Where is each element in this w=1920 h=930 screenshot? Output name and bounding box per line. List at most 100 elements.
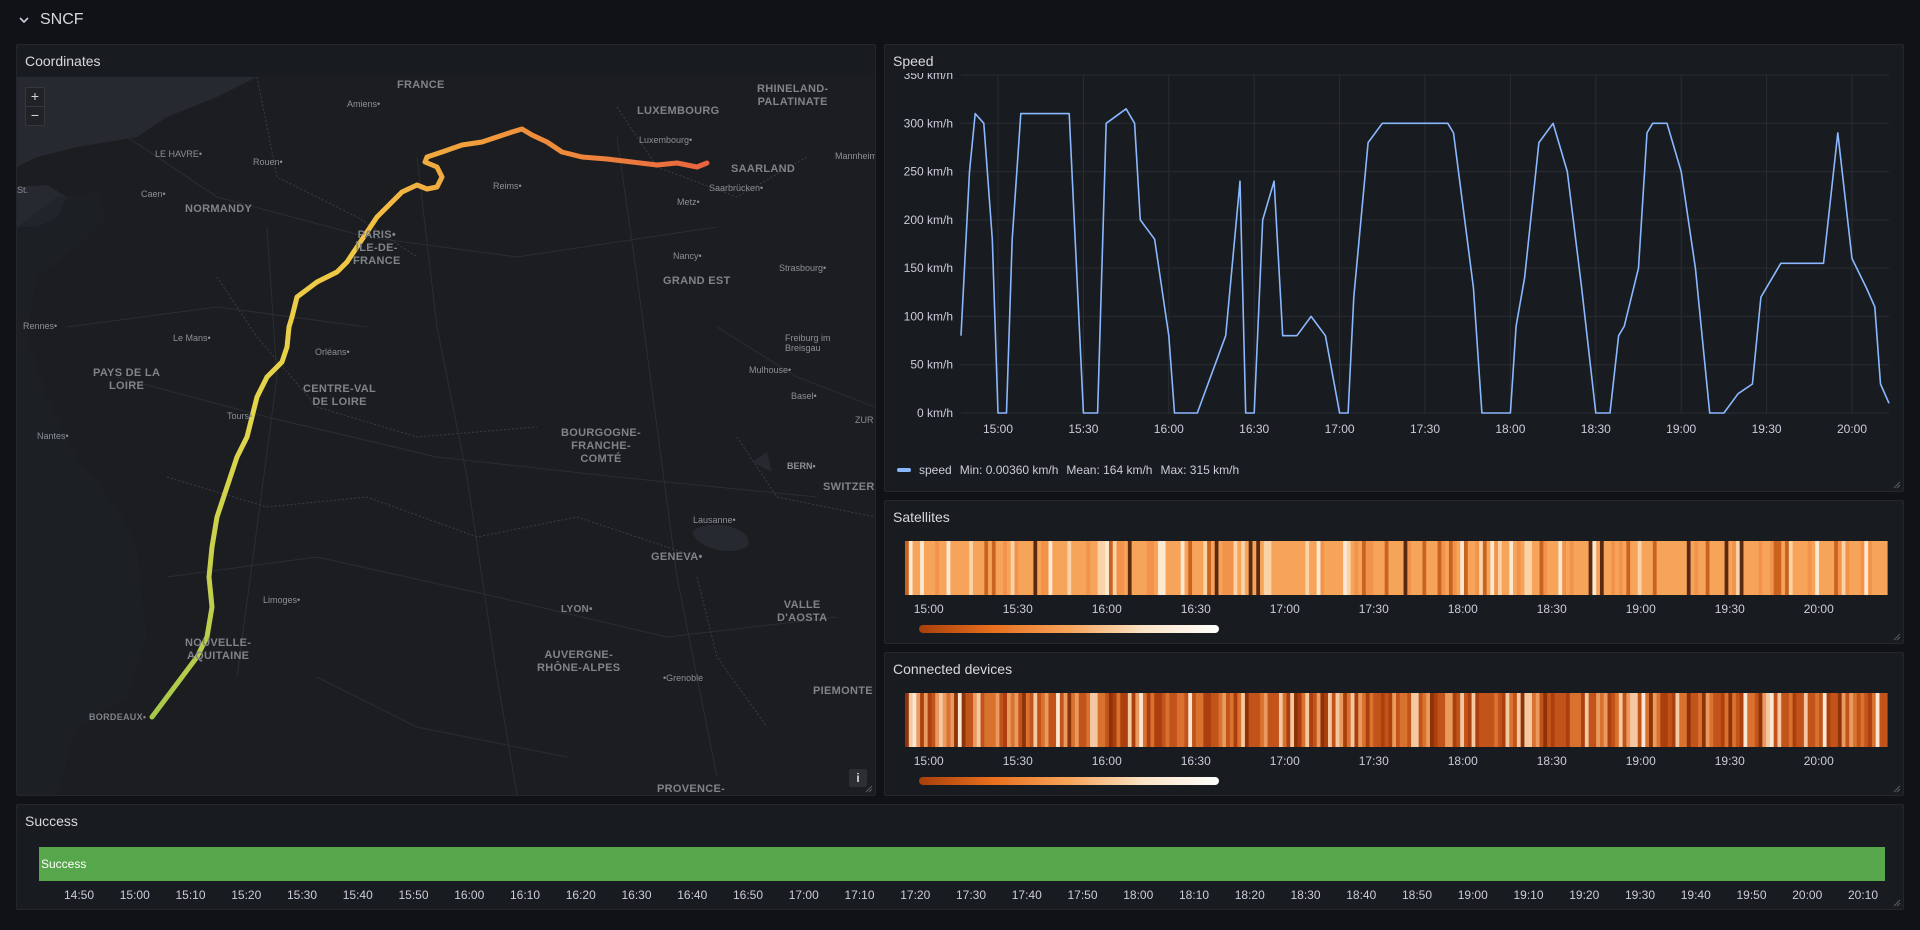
heatmap-cell — [1618, 693, 1624, 747]
zoom-out-button[interactable]: − — [26, 106, 44, 125]
heatmap-cell — [1188, 541, 1193, 595]
heatmap-cell — [1445, 693, 1450, 747]
resize-handle-icon[interactable] — [1891, 631, 1901, 641]
map-city-rennes: Rennes• — [23, 321, 58, 331]
heatmap-cell — [988, 693, 993, 747]
heatmap-cell — [1184, 693, 1189, 747]
resize-handle-icon[interactable] — [863, 783, 873, 793]
heatmap-cell — [1792, 693, 1797, 747]
heatmap-cell — [1841, 693, 1847, 747]
heatmap-x-tick: 15:30 — [1003, 754, 1033, 768]
heatmap-cell — [1751, 693, 1756, 747]
heatmap-cell — [946, 693, 951, 747]
map-region-bfc: BOURGOGNE- FRANCHE- COMTÉ — [561, 427, 641, 465]
map-info-button[interactable]: i — [849, 769, 867, 787]
satellites-heatmap[interactable]: 15:00 15:30 16:00 16:30 17:00 17:30 18:00 18:30… — [885, 541, 1903, 631]
heatmap-cell — [1720, 541, 1726, 595]
heatmap-cell — [1445, 541, 1450, 595]
heatmap-cell — [1022, 693, 1027, 747]
speed-legend[interactable]: speed Min: 0.00360 km/h Mean: 164 km/h M… — [897, 463, 1239, 477]
map[interactable]: FRANCE RHINELAND- PALATINATE LUXEMBOURG … — [17, 77, 875, 795]
heatmap-x-tick: 16:00 — [1092, 754, 1122, 768]
heatmap-cell — [1698, 693, 1703, 747]
heatmap-cell — [1067, 693, 1072, 747]
heatmap-cell — [1108, 541, 1114, 595]
heatmap-cell — [1377, 541, 1382, 595]
heatmap-cell — [1384, 541, 1390, 595]
heatmap-cell — [1267, 541, 1272, 595]
heatmap-cell — [1418, 541, 1424, 595]
heatmap-cell — [1396, 693, 1401, 747]
heatmap-cell — [1777, 693, 1782, 747]
speed-x-tick: 19:30 — [1752, 422, 1782, 436]
heatmap-cell — [1086, 693, 1091, 747]
heatmap-cell — [1071, 541, 1076, 595]
heatmap-cell — [1792, 541, 1797, 595]
heatmap-cell — [1309, 541, 1314, 595]
heatmap-cell — [1192, 541, 1197, 595]
heatmap-cell — [1180, 693, 1186, 747]
heatmap-cell — [1411, 693, 1416, 747]
speed-chart[interactable]: 0 km/h 50 km/h 100 km/h 150 km/h 200 km/h 250… — [885, 73, 1903, 492]
devices-heatmap[interactable]: 15:00 15:30 16:00 16:30 17:00 17:30 18:00 18:30… — [885, 693, 1903, 783]
zoom-in-button[interactable]: + — [30, 88, 40, 104]
success-panel: Success Success 14:50 15:00 15:10 15:20 15:3… — [16, 804, 1904, 910]
heatmap-cell — [1214, 693, 1220, 747]
panel-title: Success — [25, 813, 78, 829]
heatmap-cell — [1343, 693, 1348, 747]
heatmap-cell — [1649, 693, 1654, 747]
map-city-metz: Metz• — [677, 197, 700, 207]
heatmap-cell — [1312, 693, 1318, 747]
heatmap-cell — [1739, 541, 1745, 595]
success-x-tick: 20:10 — [1848, 888, 1878, 902]
heatmap-cell — [1040, 541, 1046, 595]
heatmap-cell — [1286, 693, 1291, 747]
heatmap-cell — [1335, 693, 1340, 747]
heatmap-x-tick: 15:00 — [914, 754, 944, 768]
heatmap-cell — [1603, 541, 1609, 595]
heatmap-cell — [1331, 541, 1337, 595]
heatmap-x-tick: 18:30 — [1537, 602, 1567, 616]
heatmap-cell — [1460, 541, 1465, 595]
resize-handle-icon[interactable] — [1891, 897, 1901, 907]
heatmap-cell — [1354, 693, 1359, 747]
heatmap-cell — [1173, 693, 1178, 747]
heatmap-cell — [1414, 541, 1420, 595]
heatmap-cell — [1785, 541, 1790, 595]
heatmap-x-tick: 19:00 — [1626, 754, 1656, 768]
heatmap-cell — [1433, 541, 1439, 595]
heatmap-cell — [954, 541, 959, 595]
heatmap-cell — [1233, 541, 1238, 595]
heatmap-cell — [1539, 693, 1544, 747]
heatmap-cell — [984, 541, 989, 595]
heatmap-cell — [1660, 541, 1665, 595]
heatmap-cell — [1747, 541, 1752, 595]
heatmap-cell — [1116, 693, 1121, 747]
chevron-down-icon[interactable] — [16, 12, 32, 28]
speed-series-line[interactable] — [960, 108, 1890, 414]
heatmap-cell — [1717, 541, 1722, 595]
row-header[interactable]: SNCF — [16, 8, 84, 32]
heatmap-x-tick: 17:00 — [1270, 754, 1300, 768]
heatmap-cell — [984, 693, 989, 747]
heatmap-cell — [1256, 693, 1261, 747]
legend-series-name[interactable]: speed — [919, 463, 952, 477]
success-x-tick: 15:50 — [398, 888, 428, 902]
heatmap-cell — [1864, 541, 1869, 595]
heatmap-cell — [1611, 541, 1616, 595]
heatmap-cell — [1244, 693, 1250, 747]
heatmap-cell — [1188, 693, 1193, 747]
resize-handle-icon[interactable] — [1891, 479, 1901, 489]
heatmap-cell — [1569, 541, 1575, 595]
success-state-bar[interactable]: Success — [39, 847, 1885, 881]
resize-handle-icon[interactable] — [1891, 783, 1901, 793]
heatmap-cell — [1229, 693, 1235, 747]
heatmap-cell — [1830, 693, 1835, 747]
heatmap-cell — [1124, 541, 1129, 595]
heatmap-cell — [923, 541, 929, 595]
heatmap-cell — [1082, 693, 1087, 747]
success-x-tick: 19:30 — [1625, 888, 1655, 902]
heatmap-cell — [1048, 693, 1053, 747]
heatmap-cell — [1807, 541, 1813, 595]
heatmap-cell — [1203, 693, 1208, 747]
